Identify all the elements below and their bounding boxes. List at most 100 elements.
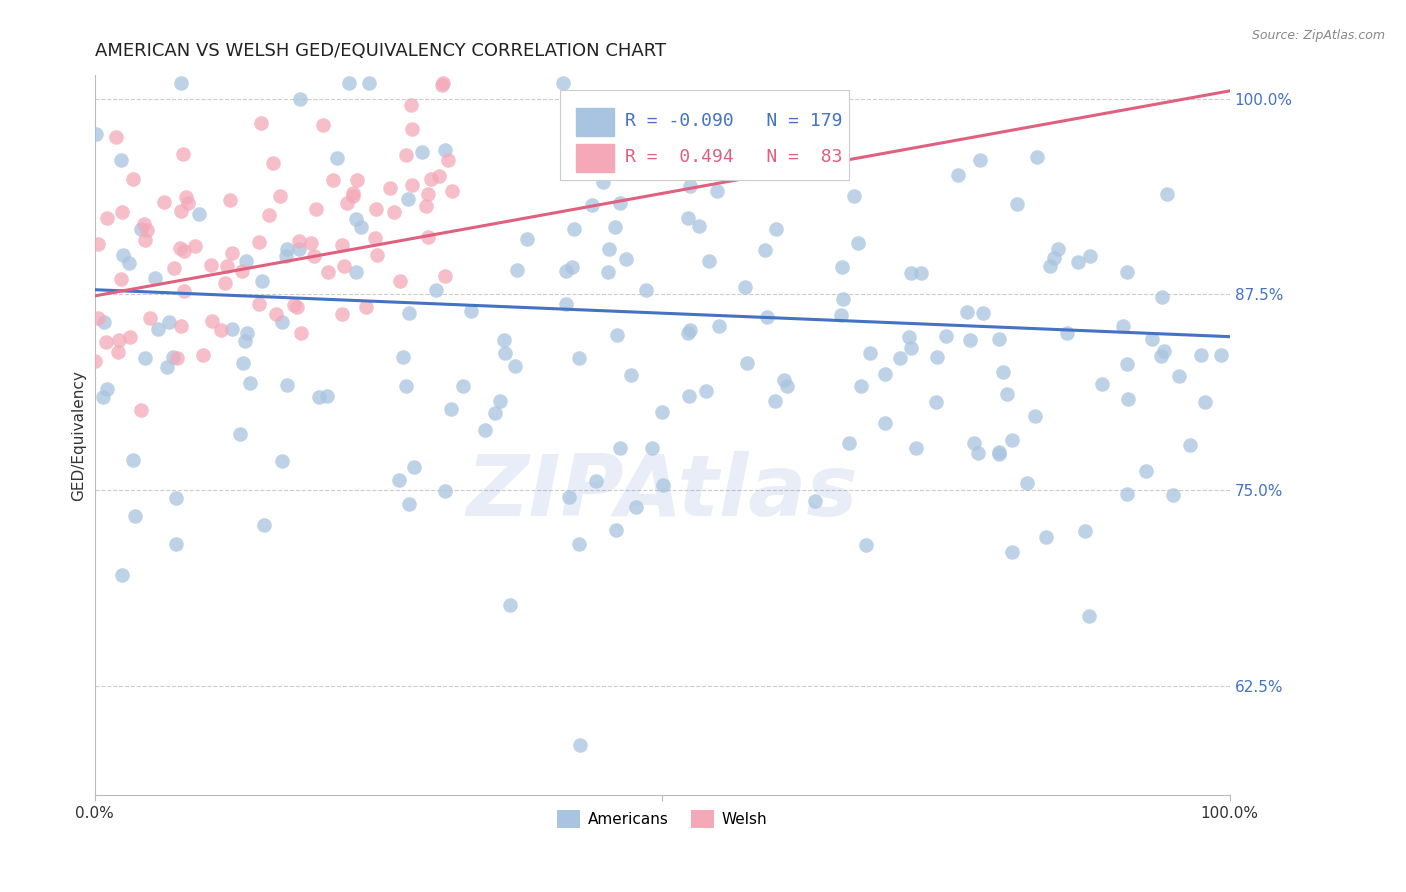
- Point: [969, 153, 991, 167]
- Point: [382, 205, 405, 219]
- Point: [995, 386, 1018, 401]
- Point: [107, 345, 129, 359]
- Point: [378, 181, 401, 195]
- Point: [773, 373, 796, 387]
- Point: [897, 330, 920, 344]
- Y-axis label: GED/Equivalency: GED/Equivalency: [72, 370, 86, 500]
- Point: [276, 242, 298, 256]
- Point: [581, 198, 603, 212]
- Point: [554, 264, 576, 278]
- Point: [592, 175, 614, 189]
- Point: [170, 76, 193, 90]
- Point: [489, 393, 512, 408]
- Point: [170, 319, 193, 334]
- Point: [1178, 438, 1201, 452]
- Point: [120, 330, 142, 344]
- Point: [925, 351, 948, 365]
- Point: [209, 323, 232, 337]
- Point: [734, 280, 756, 294]
- Point: [221, 246, 243, 260]
- Point: [434, 483, 457, 498]
- Point: [131, 403, 153, 417]
- Point: [434, 143, 457, 157]
- Point: [156, 360, 179, 375]
- Point: [122, 171, 145, 186]
- Point: [1116, 487, 1139, 501]
- Point: [494, 333, 516, 347]
- Point: [170, 204, 193, 219]
- Point: [640, 442, 662, 456]
- Point: [276, 377, 298, 392]
- Point: [138, 310, 160, 325]
- Point: [756, 310, 779, 324]
- Point: [134, 233, 156, 247]
- Point: [172, 147, 194, 161]
- Point: [441, 185, 464, 199]
- Point: [554, 297, 576, 311]
- Point: [236, 326, 259, 340]
- Point: [1156, 187, 1178, 202]
- Point: [460, 304, 482, 318]
- Point: [605, 524, 627, 538]
- Point: [609, 196, 631, 211]
- Point: [503, 359, 526, 374]
- Point: [342, 188, 364, 202]
- Point: [831, 260, 853, 275]
- Point: [494, 346, 516, 360]
- Point: [231, 263, 253, 277]
- Point: [416, 187, 439, 202]
- Point: [344, 265, 367, 279]
- Point: [163, 261, 186, 276]
- Point: [1015, 475, 1038, 490]
- Point: [562, 221, 585, 235]
- Point: [169, 241, 191, 255]
- Point: [111, 247, 134, 261]
- Point: [299, 235, 322, 250]
- Point: [83, 354, 105, 368]
- Point: [956, 305, 979, 319]
- Point: [967, 446, 990, 460]
- Point: [846, 235, 869, 250]
- Point: [1046, 243, 1069, 257]
- Point: [652, 478, 675, 492]
- Point: [427, 169, 450, 183]
- Point: [1118, 392, 1140, 406]
- Point: [830, 308, 852, 322]
- Point: [110, 271, 132, 285]
- Point: [153, 194, 176, 209]
- Point: [418, 230, 440, 244]
- Point: [96, 334, 118, 349]
- Point: [679, 323, 702, 337]
- Point: [108, 333, 131, 347]
- Point: [354, 300, 377, 314]
- Point: [1194, 395, 1216, 409]
- Point: [706, 184, 728, 198]
- Point: [366, 248, 388, 262]
- Point: [392, 350, 415, 364]
- FancyBboxPatch shape: [576, 145, 614, 171]
- Point: [132, 217, 155, 231]
- Point: [333, 260, 356, 274]
- Point: [634, 283, 657, 297]
- Point: [765, 222, 787, 236]
- Point: [232, 356, 254, 370]
- Point: [1115, 358, 1137, 372]
- Point: [162, 350, 184, 364]
- Point: [516, 232, 538, 246]
- Point: [1135, 464, 1157, 478]
- Point: [568, 537, 591, 551]
- Point: [889, 351, 911, 366]
- Point: [754, 243, 776, 257]
- Text: R =  0.494   N =  83: R = 0.494 N = 83: [624, 147, 842, 166]
- Point: [605, 220, 627, 235]
- Point: [239, 376, 262, 390]
- Point: [904, 442, 927, 456]
- Point: [401, 122, 423, 136]
- Point: [221, 322, 243, 336]
- Point: [250, 274, 273, 288]
- Point: [553, 76, 575, 90]
- Point: [775, 379, 797, 393]
- Point: [803, 494, 825, 508]
- FancyBboxPatch shape: [576, 108, 614, 136]
- Point: [425, 283, 447, 297]
